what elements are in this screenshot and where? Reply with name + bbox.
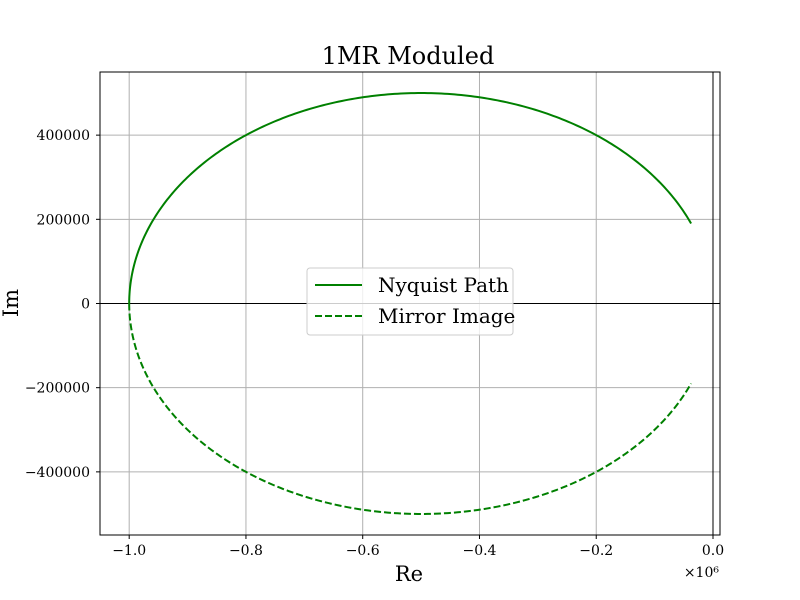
x-axis-label: Re (395, 562, 423, 586)
series-line-nyquist-path (128, 92, 692, 304)
chart-title: 1MR Moduled (322, 42, 495, 70)
x-tick-label: −0.8 (229, 543, 263, 559)
y-tick-label: 200000 (37, 212, 90, 228)
series-layer (128, 92, 692, 515)
x-tick-label: −0.2 (579, 543, 613, 559)
x-tick-label: −1.0 (112, 543, 146, 559)
y-tick-label: 0 (81, 297, 90, 313)
ticks: −1.0 −0.8 −0.6 −0.4 −0.2 0.0 −400000 −200000 0 20… (25, 128, 724, 559)
x-tick-label: 0.0 (702, 543, 724, 559)
x-tick-label: −0.6 (346, 543, 380, 559)
legend-label-nyquist-path: Nyquist Path (378, 273, 509, 297)
y-tick-label: −400000 (25, 465, 90, 481)
y-tick-label: 400000 (37, 128, 90, 144)
series-line-mirror-image (128, 303, 692, 515)
legend: Nyquist Path Mirror Image (306, 267, 515, 336)
x-axis-scale-factor: ×10⁶ (684, 565, 720, 581)
y-tick-label: −200000 (25, 381, 90, 397)
legend-label-mirror-image: Mirror Image (378, 304, 515, 328)
x-tick-label: −0.4 (462, 543, 496, 559)
y-axis-label: Im (0, 289, 23, 317)
